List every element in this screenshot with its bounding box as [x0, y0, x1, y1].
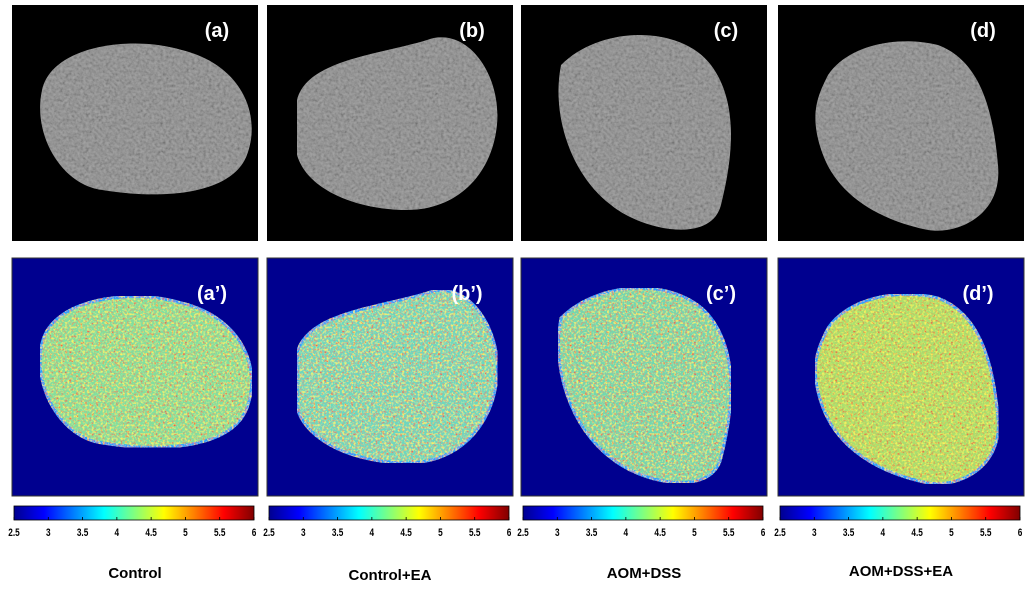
colorbar-tick-label: 4.5	[911, 527, 923, 539]
colorbar-tick-label: 3.5	[332, 527, 344, 539]
colorbar-tick-label: 5.5	[214, 527, 226, 539]
group-label: Control+EA	[349, 567, 432, 584]
colorbar-tick-label: 6	[761, 527, 766, 539]
colorbar-tick-label: 6	[252, 527, 257, 539]
colorbar-tick-label: 5	[949, 527, 954, 539]
nucleus-heatmap	[40, 296, 252, 447]
colorbar-tick-label: 3	[812, 527, 817, 539]
colorbar-tick-label: 5	[692, 527, 697, 539]
group-label: Control	[108, 565, 161, 582]
colorbar-tick-label: 3	[555, 527, 560, 539]
heatmap-image: (c’)	[521, 258, 767, 496]
colorbar-tick-label: 2.5	[8, 527, 20, 539]
panel-label: (d)	[970, 20, 996, 42]
panel-label: (a)	[205, 20, 229, 42]
panel-label: (b)	[459, 20, 485, 42]
colorbar-tick-label: 6	[507, 527, 512, 539]
panel-label: (a’)	[197, 283, 227, 305]
colorbar-tick-label: 5.5	[469, 527, 481, 539]
colorbar-tick-label: 5	[183, 527, 188, 539]
colorbar-tick-label: 2.5	[517, 527, 529, 539]
colorbar-tick-label: 4.5	[400, 527, 412, 539]
colorbar-tick-label: 4	[370, 527, 375, 539]
colorbar-tick-label: 3.5	[586, 527, 598, 539]
group-label: AOM+DSS+EA	[849, 563, 953, 580]
colorbar-tick-label: 4	[115, 527, 120, 539]
heatmap-image: (a’)	[12, 258, 258, 496]
colorbar-tick-label: 3.5	[843, 527, 855, 539]
microscopy-image: (c)	[521, 5, 767, 241]
heatmap-image: (d’)	[778, 258, 1024, 496]
panel-label: (d’)	[962, 283, 993, 305]
colorbar-tick-label: 2.5	[263, 527, 275, 539]
colorbar-tick-label: 6	[1018, 527, 1023, 539]
figure: (a) (a’) 2.5 3 3.5 4 4.5 5 5.5 6 Control (b) (b’) 2.5…	[0, 0, 1032, 588]
colorbar-tick-label: 4.5	[145, 527, 157, 539]
microscopy-image: (d)	[778, 5, 1024, 241]
colorbar-tick-label: 2.5	[774, 527, 786, 539]
microscopy-image: (a)	[12, 5, 258, 241]
colorbar-tick-label: 4	[624, 527, 629, 539]
colorbar-tick-label: 5.5	[980, 527, 992, 539]
colorbar-tick-label: 3	[301, 527, 306, 539]
colorbar	[14, 506, 254, 520]
colorbar-tick-label: 4.5	[654, 527, 666, 539]
panel-label: (c)	[714, 20, 738, 42]
colorbar-tick-label: 5.5	[723, 527, 735, 539]
colorbar-tick-label: 3.5	[77, 527, 89, 539]
colorbar	[523, 506, 763, 520]
colorbar	[269, 506, 509, 520]
colorbar-tick-label: 5	[438, 527, 443, 539]
panel-label: (b’)	[451, 283, 482, 305]
panel-label: (c’)	[706, 283, 736, 305]
group-label: AOM+DSS	[607, 565, 682, 582]
colorbar-tick-label: 4	[881, 527, 886, 539]
colorbar	[780, 506, 1020, 520]
heatmap-image: (b’)	[267, 258, 513, 496]
microscopy-image: (b)	[267, 5, 513, 241]
colorbar-tick-label: 3	[46, 527, 51, 539]
